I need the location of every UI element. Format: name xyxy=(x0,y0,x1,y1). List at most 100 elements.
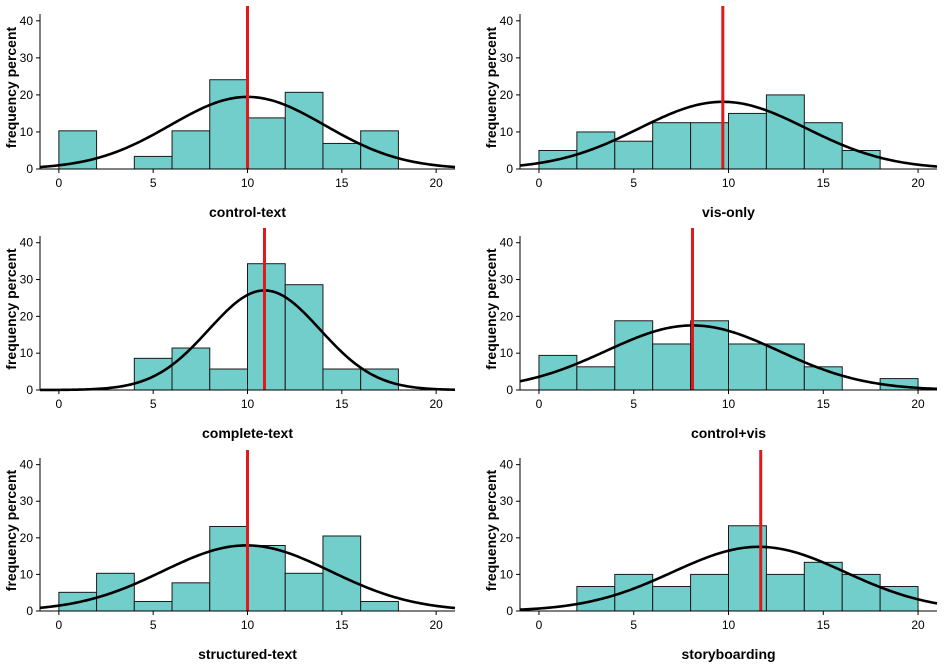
y-axis-title: frequency percent xyxy=(3,248,19,370)
y-tick-label: 20 xyxy=(500,88,514,102)
x-axis-title: control+vis xyxy=(691,425,766,441)
histogram-bar xyxy=(322,368,362,391)
y-tick-label: 10 xyxy=(20,125,34,139)
histogram-bar xyxy=(247,545,286,612)
y-axis-title: frequency percent xyxy=(483,248,499,370)
y-tick-label: 40 xyxy=(20,14,34,28)
histogram-bar xyxy=(576,585,616,612)
x-tick-label: 5 xyxy=(630,176,637,190)
x-tick-label: 10 xyxy=(722,618,736,632)
histogram-bar xyxy=(614,320,654,391)
histogram-panel-4: 0 10 20 30 40 0 5 10 15 20 control+vis frequency pe… xyxy=(483,228,938,441)
histogram-panel-3: 0 10 20 30 40 0 5 10 15 20 complete-text frequency … xyxy=(3,228,456,441)
x-axis-title: storyboarding xyxy=(681,646,775,662)
y-tick-label: 0 xyxy=(26,162,33,176)
x-tick-label: 5 xyxy=(150,618,157,632)
y-tick-label: 20 xyxy=(500,309,514,323)
y-tick-label: 0 xyxy=(506,162,513,176)
y-tick-label: 20 xyxy=(500,531,514,545)
histogram-bar xyxy=(728,343,767,391)
x-tick-label: 5 xyxy=(150,176,157,190)
x-tick-label: 15 xyxy=(335,618,349,632)
x-tick-label: 10 xyxy=(241,618,255,632)
y-tick-label: 10 xyxy=(500,567,514,581)
normal-curve xyxy=(519,324,938,391)
histogram-bar xyxy=(171,130,211,170)
x-tick-label: 20 xyxy=(429,618,443,632)
y-axis-title: frequency percent xyxy=(3,26,19,148)
histogram-panel-2: 0 10 20 30 40 0 5 10 15 20 vis-only frequency perce… xyxy=(483,6,938,220)
x-tick-label: 0 xyxy=(56,397,63,411)
x-tick-label: 0 xyxy=(536,397,543,411)
x-tick-label: 15 xyxy=(335,397,349,411)
x-tick-label: 5 xyxy=(630,397,637,411)
histogram-bar xyxy=(360,600,399,612)
histogram-bar xyxy=(209,525,248,612)
y-tick-label: 20 xyxy=(20,88,34,102)
x-tick-label: 10 xyxy=(722,176,736,190)
x-tick-label: 10 xyxy=(241,397,255,411)
x-tick-label: 20 xyxy=(429,397,443,411)
y-tick-label: 10 xyxy=(20,346,34,360)
y-tick-label: 30 xyxy=(500,273,514,287)
histogram-bar xyxy=(690,320,729,391)
x-tick-label: 10 xyxy=(241,176,255,190)
x-axis-title: complete-text xyxy=(202,425,293,441)
y-tick-label: 30 xyxy=(20,51,34,65)
y-axis-title: frequency percent xyxy=(483,26,499,148)
histogram-bar xyxy=(765,94,805,170)
y-tick-label: 40 xyxy=(500,458,514,472)
histogram-bar xyxy=(133,155,173,170)
y-tick-label: 0 xyxy=(26,383,33,397)
histogram-bar xyxy=(247,263,286,391)
y-axis-title: frequency percent xyxy=(3,469,19,591)
histogram-bar xyxy=(765,343,805,391)
normal-curve xyxy=(40,289,456,392)
histogram-bar xyxy=(284,572,324,612)
histogram-bar xyxy=(652,343,692,391)
y-tick-label: 20 xyxy=(20,531,34,545)
normal-curve xyxy=(519,545,938,611)
x-tick-label: 20 xyxy=(911,618,925,632)
histogram-bar xyxy=(322,142,362,170)
x-tick-label: 15 xyxy=(817,397,831,411)
histogram-bar xyxy=(360,130,399,170)
histogram-bar xyxy=(133,600,173,612)
y-tick-label: 30 xyxy=(500,494,514,508)
x-tick-label: 20 xyxy=(911,176,925,190)
histogram-bar xyxy=(171,347,211,391)
histogram-bar xyxy=(652,122,692,170)
histogram-panel-6: 0 10 20 30 40 0 5 10 15 20 storyboarding frequency … xyxy=(483,450,938,662)
y-tick-label: 0 xyxy=(506,604,513,618)
normal-curve xyxy=(519,100,938,168)
y-tick-label: 0 xyxy=(26,604,33,618)
x-tick-label: 0 xyxy=(56,618,63,632)
x-tick-label: 0 xyxy=(56,176,63,190)
y-tick-label: 30 xyxy=(20,494,34,508)
histogram-bar xyxy=(133,357,173,391)
histogram-bar xyxy=(538,354,578,391)
y-tick-label: 0 xyxy=(506,383,513,397)
histogram-bar xyxy=(765,573,805,612)
y-tick-label: 30 xyxy=(500,51,514,65)
histogram-bar xyxy=(209,79,248,170)
y-tick-label: 10 xyxy=(500,125,514,139)
x-axis-title: structured-text xyxy=(198,646,297,662)
histogram-bar xyxy=(652,585,692,612)
y-tick-label: 20 xyxy=(20,309,34,323)
histogram-bar xyxy=(728,112,767,170)
histogram-bar xyxy=(690,573,729,612)
y-tick-label: 40 xyxy=(20,458,34,472)
histogram-bar xyxy=(209,368,248,391)
histogram-panel-5: 0 10 20 30 40 0 5 10 15 20 structured-text frequenc… xyxy=(3,450,456,662)
x-tick-label: 10 xyxy=(722,397,736,411)
x-tick-label: 15 xyxy=(335,176,349,190)
x-tick-label: 5 xyxy=(150,397,157,411)
y-tick-label: 10 xyxy=(20,567,34,581)
histogram-bar xyxy=(171,582,211,612)
histogram-bar xyxy=(247,117,286,170)
y-axis-title: frequency percent xyxy=(483,469,499,591)
y-tick-label: 40 xyxy=(500,236,514,250)
x-tick-label: 0 xyxy=(536,618,543,632)
